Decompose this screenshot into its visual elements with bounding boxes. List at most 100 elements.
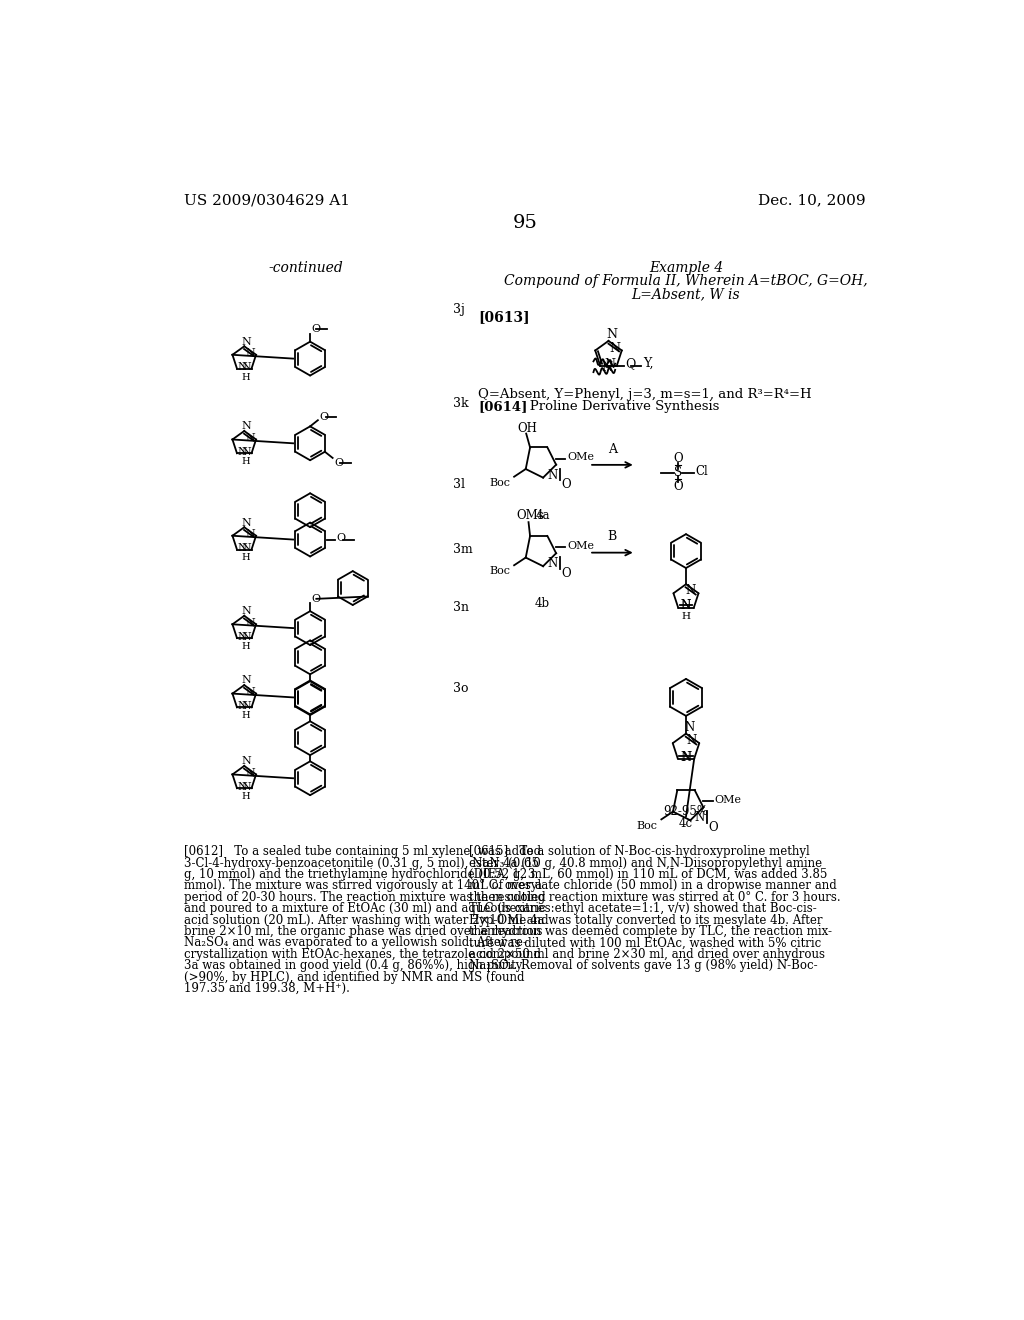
Text: N: N [684, 721, 694, 734]
Text: N: N [680, 751, 690, 764]
Text: N: N [246, 686, 256, 697]
Text: 3o: 3o [454, 682, 469, 696]
Text: Q=Absent, Y=Phenyl, j=3, m=s=1, and R³=R⁴=H: Q=Absent, Y=Phenyl, j=3, m=s=1, and R³=R… [478, 388, 812, 401]
Text: N: N [242, 421, 252, 432]
Text: ture was diluted with 100 ml EtOAc, washed with 5% citric: ture was diluted with 100 ml EtOAc, wash… [469, 936, 821, 949]
Text: Hyp-OMe 4a was totally converted to its mesylate 4b. After: Hyp-OMe 4a was totally converted to its … [469, 913, 822, 927]
Text: (>90%, by HPLC), and identified by NMR and MS (found: (>90%, by HPLC), and identified by NMR a… [183, 970, 524, 983]
Text: [0612]   To a sealed tube containing 5 ml xylene, was added: [0612] To a sealed tube containing 5 ml … [183, 845, 541, 858]
Text: N: N [246, 529, 256, 539]
Text: N: N [246, 433, 256, 444]
Text: Na₂SO₄. Removal of solvents gave 13 g (98% yield) N-Boc-: Na₂SO₄. Removal of solvents gave 13 g (9… [469, 960, 817, 973]
Text: N: N [681, 599, 691, 612]
Text: N: N [242, 606, 252, 616]
Text: H: H [241, 553, 250, 562]
Text: H: H [241, 792, 250, 801]
Text: A: A [608, 442, 616, 455]
Text: 4c: 4c [679, 817, 693, 830]
Text: N: N [238, 362, 247, 372]
Text: O: O [709, 821, 719, 834]
Text: Cl: Cl [695, 465, 708, 478]
Text: Proline Derivative Synthesis: Proline Derivative Synthesis [517, 400, 720, 413]
Text: the resulting reaction mixture was stirred at 0° C. for 3 hours.: the resulting reaction mixture was stirr… [469, 891, 841, 904]
Text: N: N [242, 517, 252, 528]
Text: N: N [606, 329, 617, 342]
Text: 95: 95 [512, 214, 538, 232]
Text: OMe: OMe [567, 541, 594, 550]
Text: g, 10 mmol) and the triethylamine hydrochloride (0.52 g, 3: g, 10 mmol) and the triethylamine hydroc… [183, 869, 536, 880]
Text: N: N [242, 543, 251, 553]
Text: ester 4a (10 g, 40.8 mmol) and N,N-Diisopropylethyl amine: ester 4a (10 g, 40.8 mmol) and N,N-Diiso… [469, 857, 822, 870]
Text: 3-Cl-4-hydroxy-benzoacetonitile (0.31 g, 5 mol), NaN₃ (0.65: 3-Cl-4-hydroxy-benzoacetonitile (0.31 g,… [183, 857, 539, 870]
Text: H: H [241, 711, 250, 721]
Text: acid 2×50 ml and brine 2×30 ml, and dried over anhydrous: acid 2×50 ml and brine 2×30 ml, and drie… [469, 948, 825, 961]
Text: S: S [674, 466, 682, 479]
Text: O: O [561, 566, 571, 579]
Text: 3k: 3k [454, 397, 469, 411]
Text: N: N [238, 631, 247, 642]
Text: N: N [681, 599, 691, 612]
Text: 3a was obtained in good yield (0.4 g, 86%%), high purity: 3a was obtained in good yield (0.4 g, 86… [183, 960, 522, 973]
Text: N: N [547, 557, 557, 570]
Text: N: N [686, 585, 696, 598]
Text: H: H [241, 457, 250, 466]
Text: crystallization with EtOAc-hexanes, the tetrazole compound: crystallization with EtOAc-hexanes, the … [183, 948, 541, 961]
Text: N: N [604, 358, 615, 371]
Text: OMs: OMs [516, 510, 544, 523]
Text: O: O [311, 325, 321, 334]
Text: Boc: Boc [489, 478, 510, 488]
Text: 3l: 3l [454, 478, 466, 491]
Text: [0614]: [0614] [478, 400, 527, 413]
Text: L=Absent, W is: L=Absent, W is [632, 286, 740, 301]
Text: Boc: Boc [637, 821, 657, 830]
Text: O: O [337, 533, 346, 543]
Text: OMe: OMe [714, 795, 741, 805]
Text: O: O [674, 480, 683, 492]
Text: brine 2×10 ml, the organic phase was dried over anhydrous: brine 2×10 ml, the organic phase was dri… [183, 925, 543, 939]
Text: O: O [674, 453, 683, 465]
Text: N: N [602, 360, 612, 374]
Text: -continued: -continued [269, 261, 344, 275]
Text: mL of mesylate chloride (50 mmol) in a dropwise manner and: mL of mesylate chloride (50 mmol) in a d… [469, 879, 837, 892]
Text: H: H [682, 612, 690, 620]
Text: N: N [242, 756, 252, 767]
Text: acid solution (20 mL). After washing with water 2×10 ml and: acid solution (20 mL). After washing wit… [183, 913, 549, 927]
Text: N: N [242, 631, 251, 642]
Text: OMe: OMe [567, 451, 594, 462]
Text: N: N [238, 446, 247, 457]
Text: O: O [319, 412, 329, 422]
Text: and poured to a mixture of EtOAc (30 ml) and aqueous citric: and poured to a mixture of EtOAc (30 ml)… [183, 903, 546, 915]
Text: N: N [242, 362, 251, 372]
Text: Boc: Boc [489, 566, 510, 577]
Text: O: O [561, 478, 571, 491]
Text: H: H [241, 372, 250, 381]
Text: N: N [694, 812, 705, 825]
Text: N: N [686, 734, 696, 747]
Text: 3j: 3j [454, 304, 465, 317]
Text: H: H [241, 642, 250, 651]
Text: 3n: 3n [454, 601, 469, 614]
Text: 4b: 4b [536, 598, 550, 610]
Text: N: N [242, 337, 252, 347]
Text: B: B [608, 531, 617, 544]
Text: N: N [242, 446, 251, 457]
Text: N: N [246, 618, 256, 628]
Text: [0615]   To a solution of N-Boc-cis-hydroxyproline methyl: [0615] To a solution of N-Boc-cis-hydrox… [469, 845, 810, 858]
Text: 197.35 and 199.38, M+H⁺).: 197.35 and 199.38, M+H⁺). [183, 982, 349, 995]
Text: N: N [246, 768, 256, 777]
Text: OH: OH [518, 421, 538, 434]
Text: TLC (hexanes:ethyl acetate=1:1, v/v) showed that Boc-cis-: TLC (hexanes:ethyl acetate=1:1, v/v) sho… [469, 903, 817, 915]
Text: US 2009/0304629 A1: US 2009/0304629 A1 [183, 193, 350, 207]
Text: Q: Q [625, 358, 636, 370]
Text: N: N [242, 676, 252, 685]
Text: N: N [246, 348, 256, 358]
Text: the reaction was deemed complete by TLC, the reaction mix-: the reaction was deemed complete by TLC,… [469, 925, 831, 939]
Text: Compound of Formula II, Wherein A=tBOC, G=OH,: Compound of Formula II, Wherein A=tBOC, … [504, 275, 867, 288]
Text: N: N [547, 469, 557, 482]
Text: period of 20-30 hours. The reaction mixture was then cooled: period of 20-30 hours. The reaction mixt… [183, 891, 546, 904]
Text: N: N [238, 781, 247, 792]
Text: 92-95%: 92-95% [664, 805, 709, 818]
Text: 4a: 4a [536, 508, 550, 521]
Text: (DIEA, 12 mL, 60 mmol) in 110 mL of DCM, was added 3.85: (DIEA, 12 mL, 60 mmol) in 110 mL of DCM,… [469, 869, 827, 880]
Text: N: N [242, 781, 251, 792]
